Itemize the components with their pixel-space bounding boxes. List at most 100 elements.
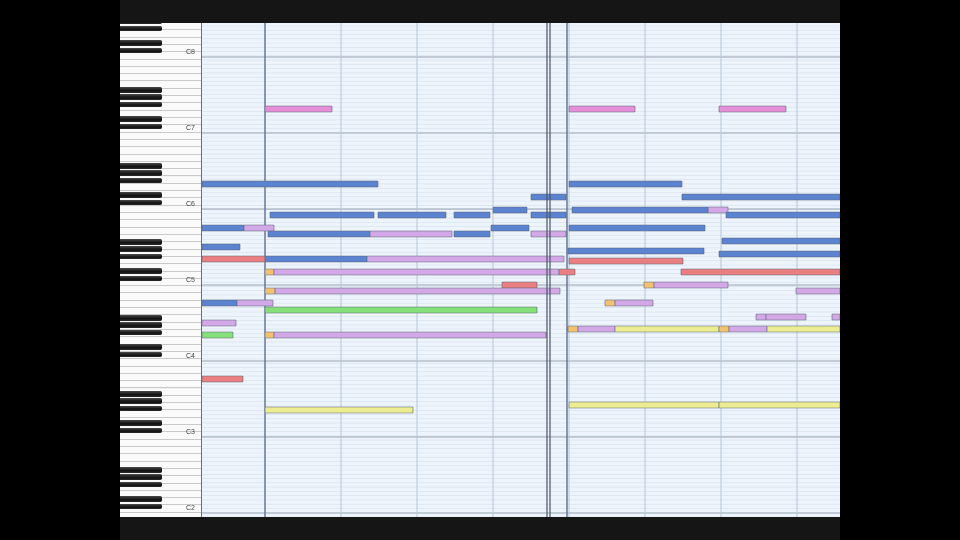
note-pink[interactable]: [264, 105, 333, 113]
note-lavender[interactable]: [530, 230, 567, 238]
black-key[interactable]: [120, 192, 162, 198]
note-blue[interactable]: [202, 224, 245, 232]
note-grid-canvas[interactable]: [202, 23, 840, 517]
white-key[interactable]: [120, 300, 201, 309]
black-key[interactable]: [120, 420, 162, 426]
note-red[interactable]: [202, 255, 266, 263]
note-blue[interactable]: [568, 224, 706, 232]
black-key[interactable]: [120, 329, 162, 336]
note-lavender[interactable]: [614, 299, 654, 307]
white-key[interactable]: [120, 293, 201, 301]
black-key[interactable]: [120, 116, 162, 122]
white-key[interactable]: [120, 446, 201, 455]
white-key[interactable]: [120, 147, 201, 155]
note-lavender[interactable]: [765, 313, 807, 321]
note-blue[interactable]: [267, 230, 371, 238]
note-green[interactable]: [202, 331, 234, 339]
note-pink[interactable]: [568, 105, 636, 113]
white-key[interactable]: [120, 132, 201, 140]
note-red[interactable]: [558, 268, 576, 276]
black-key[interactable]: [120, 199, 162, 206]
white-key[interactable]: [120, 30, 201, 38]
note-blue[interactable]: [202, 180, 379, 188]
black-key[interactable]: [120, 322, 162, 328]
white-key[interactable]: [120, 359, 201, 367]
note-lavender[interactable]: [202, 319, 237, 327]
note-blue[interactable]: [725, 211, 840, 219]
white-key[interactable]: [120, 125, 201, 133]
black-key[interactable]: [120, 344, 162, 350]
white-key[interactable]: [120, 373, 201, 382]
black-key[interactable]: [120, 467, 162, 473]
black-key[interactable]: [120, 163, 162, 169]
note-red[interactable]: [680, 268, 840, 276]
white-key[interactable]: [120, 183, 201, 192]
black-key[interactable]: [120, 503, 162, 510]
note-blue[interactable]: [490, 224, 530, 232]
note-orange[interactable]: [718, 325, 730, 333]
black-key[interactable]: [120, 40, 162, 46]
black-key[interactable]: [120, 87, 162, 93]
black-key[interactable]: [120, 315, 162, 321]
black-key[interactable]: [120, 47, 162, 54]
white-key[interactable]: [120, 439, 201, 447]
note-yellow[interactable]: [766, 325, 840, 333]
note-orange[interactable]: [264, 287, 276, 295]
note-pink[interactable]: [718, 105, 787, 113]
note-yellow[interactable]: [568, 401, 720, 409]
note-red[interactable]: [202, 375, 244, 383]
black-key[interactable]: [120, 496, 162, 502]
white-key[interactable]: [120, 308, 201, 316]
note-lavender[interactable]: [243, 224, 275, 232]
black-key[interactable]: [120, 101, 162, 108]
black-key[interactable]: [120, 474, 162, 480]
note-blue[interactable]: [530, 193, 567, 201]
black-key[interactable]: [120, 481, 162, 488]
note-lavender[interactable]: [577, 325, 616, 333]
note-blue[interactable]: [453, 211, 491, 219]
note-blue[interactable]: [567, 247, 705, 255]
black-key[interactable]: [120, 177, 162, 184]
note-yellow[interactable]: [614, 325, 720, 333]
note-blue[interactable]: [571, 206, 709, 214]
note-lavender[interactable]: [707, 206, 729, 214]
note-grid[interactable]: [202, 23, 840, 517]
white-key[interactable]: [120, 278, 201, 287]
note-orange[interactable]: [567, 325, 579, 333]
note-blue[interactable]: [202, 243, 241, 251]
note-blue[interactable]: [377, 211, 447, 219]
white-key[interactable]: [120, 381, 201, 389]
note-lavender[interactable]: [831, 313, 840, 321]
note-red[interactable]: [501, 281, 538, 289]
white-key[interactable]: [120, 52, 201, 60]
note-blue[interactable]: [681, 193, 840, 201]
white-key[interactable]: [120, 220, 201, 228]
black-key[interactable]: [120, 253, 162, 260]
note-lavender[interactable]: [653, 281, 729, 289]
white-key[interactable]: [120, 103, 201, 111]
note-lavender[interactable]: [274, 287, 561, 295]
black-key[interactable]: [120, 239, 162, 245]
white-key[interactable]: [120, 512, 201, 517]
note-lavender[interactable]: [273, 331, 547, 339]
white-key[interactable]: [120, 213, 201, 221]
white-key[interactable]: [120, 59, 201, 67]
white-key[interactable]: [120, 483, 201, 491]
note-blue[interactable]: [453, 230, 491, 238]
black-key[interactable]: [120, 123, 162, 130]
note-blue[interactable]: [568, 180, 683, 188]
white-key[interactable]: [120, 256, 201, 265]
white-key[interactable]: [120, 74, 201, 82]
note-orange[interactable]: [264, 268, 275, 276]
note-blue[interactable]: [202, 299, 238, 307]
white-key[interactable]: [120, 154, 201, 162]
note-blue[interactable]: [530, 211, 567, 219]
white-key[interactable]: [120, 205, 201, 214]
white-key[interactable]: [120, 337, 201, 345]
note-blue[interactable]: [721, 237, 840, 245]
white-key[interactable]: [120, 454, 201, 462]
note-red[interactable]: [568, 257, 684, 265]
black-key[interactable]: [120, 25, 162, 32]
note-yellow[interactable]: [264, 406, 414, 414]
white-key[interactable]: [120, 410, 201, 418]
